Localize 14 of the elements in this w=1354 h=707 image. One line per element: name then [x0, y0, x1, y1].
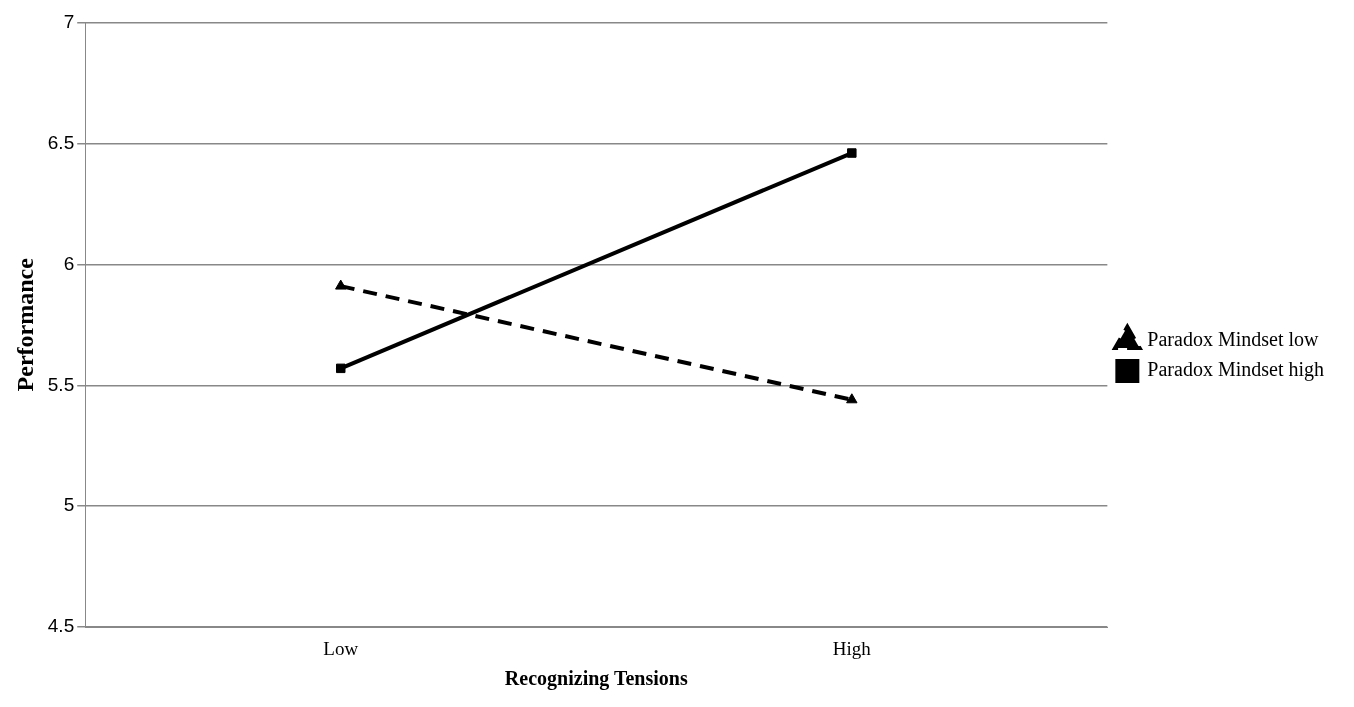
y-axis-title: Performance [11, 257, 38, 392]
legend-label: Paradox Mindset low [1147, 328, 1319, 351]
y-tick-label: 5.5 [47, 373, 75, 395]
y-tick-label: 5 [63, 494, 75, 516]
y-tick-label: 6.5 [47, 131, 75, 153]
y-tick-label: 7 [63, 10, 75, 32]
point [336, 363, 346, 374]
x-tick-label: Low [323, 637, 359, 659]
y-tick-label: 6 [63, 252, 75, 274]
point [847, 148, 857, 158]
x-tick-label: High [832, 637, 872, 659]
x-axis-title: Recognizing Tensions [504, 667, 688, 691]
legend-label: Paradox Mindset high [1147, 358, 1325, 382]
y-tick-label: 4.5 [47, 615, 75, 637]
